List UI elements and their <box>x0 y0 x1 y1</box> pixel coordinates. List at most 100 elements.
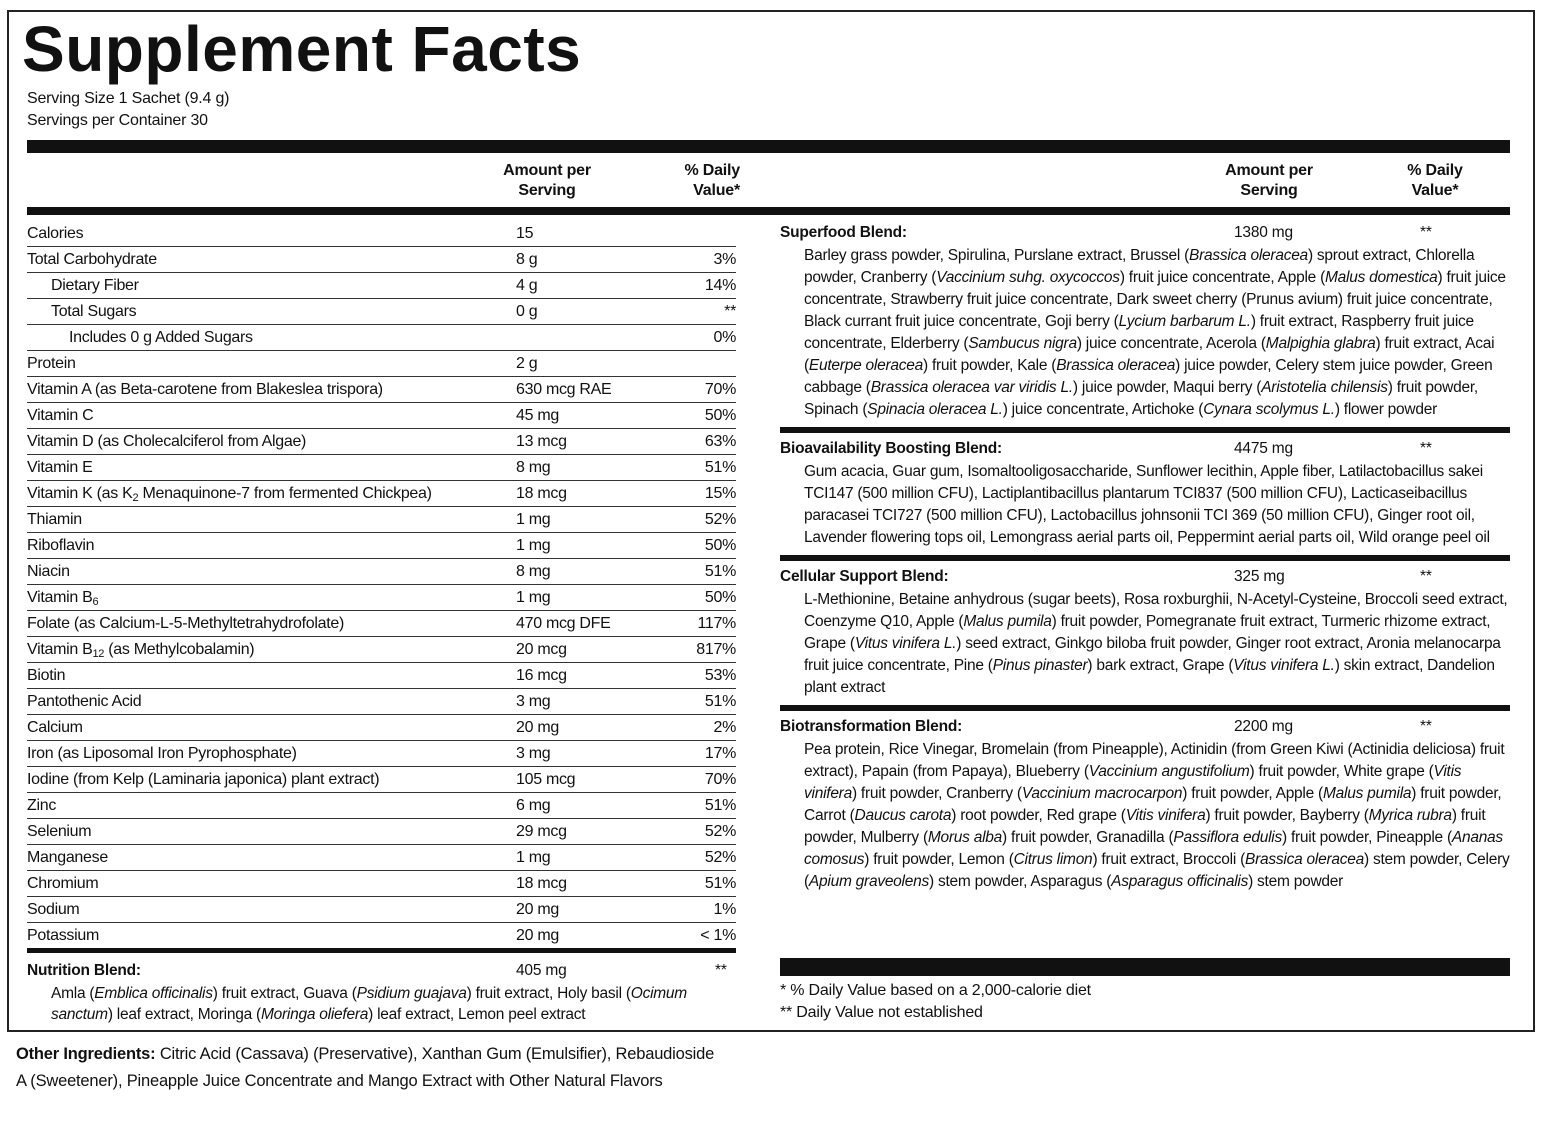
ingredient-text: Euterpe oleracea <box>808 357 923 374</box>
nutrient-dv: 51% <box>704 875 736 892</box>
ingredient-text: Malus domestica <box>1324 269 1438 286</box>
ingredient-text: Moringa oliefera <box>260 1006 369 1023</box>
dv-header: % Daily Value* <box>1407 162 1463 199</box>
ingredient-text: Gum acacia, Guar gum, Isomaltooligosacch… <box>804 463 1490 546</box>
nutrient-amount: 16 mcg <box>516 667 567 684</box>
nutrient-dv: 817% <box>696 641 736 658</box>
ingredient-text: Brassica oleracea var viridis L. <box>870 379 1073 396</box>
ingredient-text: Vaccinium angustifolium <box>1088 763 1250 780</box>
nutrient-name: Includes 0 g Added Sugars <box>27 329 253 346</box>
nutrient-row: Zinc 6 mg 51% <box>27 793 736 819</box>
blend-name: Nutrition Blend: <box>27 962 141 979</box>
nutrient-row: Total Sugars 0 g ** <box>27 299 736 325</box>
ingredient-text: ) juice concentrate, Artichoke ( <box>1002 401 1204 418</box>
ingredient-text: Psidium guajava <box>356 985 467 1002</box>
blend-separator <box>780 427 1510 433</box>
ingredient-text: Citrus limon <box>1013 851 1093 868</box>
nutrient-amount: 1 mg <box>516 511 551 528</box>
ingredient-text: Brassica oleracea <box>1245 851 1364 868</box>
nutrient-dv: 52% <box>704 511 736 528</box>
ingredient-text: ) fruit powder, Pineapple ( <box>1281 829 1452 846</box>
ingredient-text: ) fruit extract, Guava ( <box>212 985 357 1002</box>
nutrient-name: Biotin <box>27 667 66 684</box>
nutrient-name-part: Protein <box>27 355 76 372</box>
ingredient-text: ) juice powder, Celery stem juice powder… <box>804 357 1493 396</box>
blend-dv: ** <box>1420 224 1432 241</box>
nutrient-name-part: 6 <box>92 596 99 608</box>
ingredient-text: ) fruit extract, Broccoli ( <box>1092 851 1246 868</box>
nutrient-name: Riboflavin <box>27 537 95 554</box>
ingredient-text: ) fruit powder, Spinach ( <box>804 379 1478 418</box>
nutrient-name: Total Carbohydrate <box>27 251 157 268</box>
nutrient-name-part: Vitamin D (as Cholecalciferol from Algae… <box>27 433 307 450</box>
nutrient-name: Pantothenic Acid <box>27 693 142 710</box>
blend-ingredients: Amla (Emblica officinalis) fruit extract… <box>27 983 736 1025</box>
nutrient-name-part: Vitamin C <box>27 407 94 424</box>
nutrient-name-part: Riboflavin <box>27 537 95 554</box>
nutrient-name: Zinc <box>27 797 56 814</box>
ingredient-text: ) fruit extract, Raspberry fruit juice c… <box>804 313 1474 352</box>
nutrient-amount: 0 g <box>516 303 538 320</box>
nutrient-amount: 45 mg <box>516 407 559 424</box>
blend-dv: ** <box>1420 718 1432 735</box>
blend-amount: 405 mg <box>516 962 567 979</box>
nutrient-name: Folate (as Calcium-L-5-Methyltetrahydrof… <box>27 615 344 632</box>
nutrient-row: Vitamin C 45 mg 50% <box>27 403 736 429</box>
nutrient-amount: 470 mcg DFE <box>516 615 611 632</box>
nutrient-dv: 3% <box>713 251 736 268</box>
nutrient-name: Dietary Fiber <box>27 277 139 294</box>
ingredient-text: Brassica oleracea <box>1056 357 1176 374</box>
ingredient-text: ) fruit powder, Pomegranate fruit extrac… <box>804 613 1491 652</box>
ingredient-text: ) juice powder, Maqui berry ( <box>1072 379 1262 396</box>
ingredient-text: ) fruit powder, White grape ( <box>1249 763 1434 780</box>
blend-dv: ** <box>1420 568 1432 585</box>
nutrient-amount: 13 mcg <box>516 433 567 450</box>
nutrient-name-part: Vitamin A (as Beta-carotene from Blakesl… <box>27 381 383 398</box>
ingredient-text: Pinus pinaster <box>992 657 1088 674</box>
thick-rule <box>27 140 1510 153</box>
nutrient-row: Dietary Fiber 4 g 14% <box>27 273 736 299</box>
nutrient-name: Vitamin K (as K2 Menaquinone-7 from ferm… <box>27 485 432 504</box>
ingredient-text: Vaccinium macrocarpon <box>1021 785 1183 802</box>
nutrient-dv: 15% <box>704 485 736 502</box>
blend-ingredients: Pea protein, Rice Vinegar, Bromelain (fr… <box>780 739 1510 893</box>
nutrient-row: Protein 2 g <box>27 351 736 377</box>
nutrient-name-part: Thiamin <box>27 511 82 528</box>
nutrient-amount: 3 mg <box>516 693 551 710</box>
ingredient-text: Apium graveolens <box>808 873 929 890</box>
nutrient-name-part: Zinc <box>27 797 57 814</box>
nutrient-amount: 1 mg <box>516 589 551 606</box>
nutrient-row: Thiamin 1 mg 52% <box>27 507 736 533</box>
blend-ingredients: Barley grass powder, Spirulina, Purslane… <box>780 245 1510 421</box>
nutrient-name: Vitamin A (as Beta-carotene from Blakesl… <box>27 381 383 398</box>
ingredient-text: ) stem powder, Celery ( <box>804 851 1510 890</box>
label-frame <box>7 10 1535 1032</box>
nutrient-row: Niacin 8 mg 51% <box>27 559 736 585</box>
nutrient-name: Vitamin E <box>27 459 93 476</box>
other-ingredients-label: Other Ingredients: <box>16 1045 156 1063</box>
ingredient-text: ) fruit powder, Bayberry ( <box>1205 807 1369 824</box>
ingredient-text: Malus pumila <box>1322 785 1412 802</box>
nutrient-name-part: Potassium <box>27 927 99 944</box>
blend-name: Superfood Blend: <box>780 224 907 241</box>
nutrient-name-part: Menaquinone-7 from fermented Chickpea) <box>138 485 432 502</box>
ingredient-text: Emblica officinalis <box>94 985 213 1002</box>
nutrient-row: Vitamin B6 1 mg 50% <box>27 585 736 611</box>
nutrition-blend: Nutrition Blend: 405 mg ** Amla (Emblica of… <box>27 959 736 1025</box>
blend-title: Nutrition Blend: 405 mg ** <box>27 959 736 983</box>
ingredient-text: Vitis vinifera <box>1125 807 1206 824</box>
ingredient-text: ) fruit powder, Cranberry ( <box>851 785 1022 802</box>
nutrient-amount: 105 mcg <box>516 771 576 788</box>
nutrient-name: Vitamin C <box>27 407 94 424</box>
ingredient-text: Barley grass powder, Spirulina, Purslane… <box>804 247 1189 264</box>
ingredient-text: Spinacia oleracea L. <box>867 401 1003 418</box>
nutrient-amount: 4 g <box>516 277 538 294</box>
nutrient-name-part: Pantothenic Acid <box>27 693 142 710</box>
ingredient-text: ) fruit juice concentrate, Apple ( <box>1119 269 1325 286</box>
nutrient-name-part: Vitamin E <box>27 459 93 476</box>
ingredient-text: ) skin extract, Dandelion plant extract <box>804 657 1495 696</box>
nutrient-amount: 20 mg <box>516 927 559 944</box>
nutrient-name-part: Folate (as Calcium-L-5-Methyltetrahydrof… <box>27 615 344 632</box>
ingredient-text: L-Methionine, Betaine anhydrous (sugar b… <box>804 591 1508 630</box>
nutrient-row: Vitamin K (as K2 Menaquinone-7 from ferm… <box>27 481 736 507</box>
